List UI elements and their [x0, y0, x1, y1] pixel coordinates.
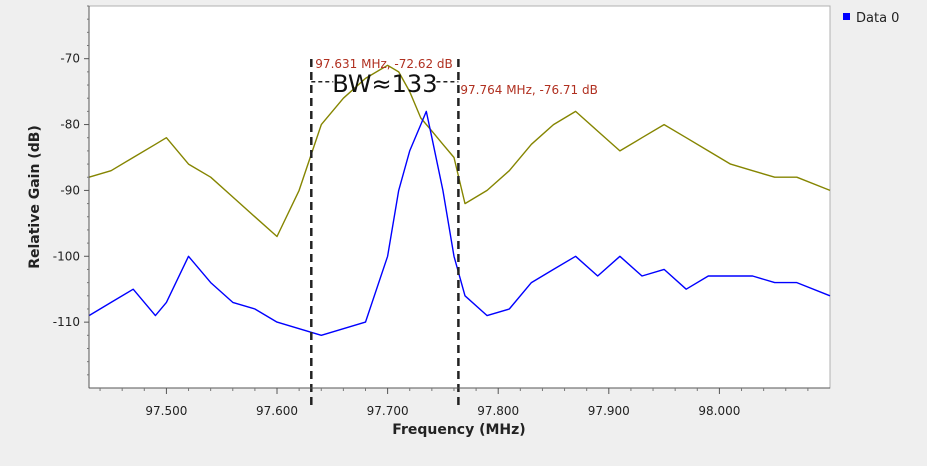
bandwidth-marker-group — [310, 59, 460, 405]
y-tick-label: -80 — [60, 118, 80, 132]
y-tick-label: -100 — [53, 249, 80, 263]
x-tick-group: 97.500 97.600 97.700 97.800 97.900 98.000 — [99, 388, 809, 418]
x-tick-label: 97.800 — [477, 404, 519, 418]
y-tick-label: -90 — [60, 183, 80, 197]
bandwidth-label: BW≈133 — [332, 70, 437, 98]
marker-2-readout: 97.764 MHz, -76.71 dB — [460, 83, 597, 97]
legend: Data 0 — [843, 11, 899, 26]
series-group — [88, 64, 831, 336]
x-tick-label: 97.600 — [256, 404, 298, 418]
series-line-peak-hold — [88, 64, 831, 238]
annotation-group: 97.631 MHz, -72.62 dB 97.764 MHz, -76.71 … — [315, 57, 598, 98]
y-tick-group: -70 -80 -90 -100 -110 — [53, 5, 89, 376]
legend-swatch — [843, 13, 850, 20]
x-tick-label: 97.500 — [145, 404, 187, 418]
x-tick-label: 98.000 — [698, 404, 740, 418]
x-tick-label: 97.900 — [588, 404, 630, 418]
legend-label: Data 0 — [856, 11, 899, 26]
y-axis-label: Relative Gain (dB) — [27, 125, 43, 269]
y-tick-label: -110 — [53, 315, 80, 329]
marker-1-readout: 97.631 MHz, -72.62 dB — [315, 57, 452, 71]
series-line-data-0 — [88, 110, 831, 336]
x-axis-label: Frequency (MHz) — [392, 422, 525, 438]
axes-group — [88, 6, 830, 389]
x-tick-label: 97.700 — [367, 404, 409, 418]
y-tick-label: -70 — [60, 52, 80, 66]
